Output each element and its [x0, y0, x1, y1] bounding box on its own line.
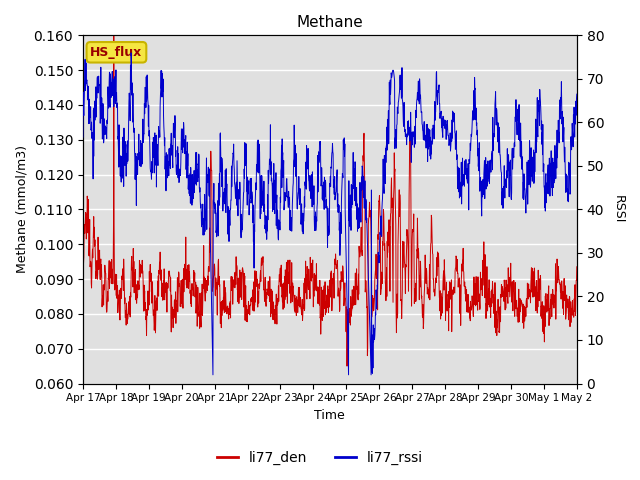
Legend: li77_den, li77_rssi: li77_den, li77_rssi [211, 445, 429, 471]
Text: HS_flux: HS_flux [90, 46, 143, 59]
X-axis label: Time: Time [314, 409, 345, 422]
Y-axis label: RSSI: RSSI [612, 195, 625, 224]
Title: Methane: Methane [296, 15, 364, 30]
Y-axis label: Methane (mmol/m3): Methane (mmol/m3) [15, 145, 28, 274]
